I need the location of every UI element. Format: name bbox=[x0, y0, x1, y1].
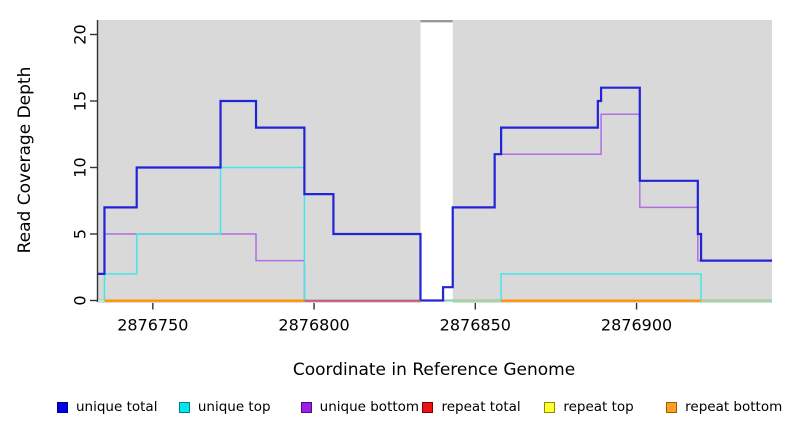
panel-background-left bbox=[98, 20, 421, 303]
coverage-plot-canvas: 0 5 10 15 20 2876750 2876800 2876850 2876900 bbox=[71, 20, 772, 335]
x-tick-label: 2876800 bbox=[278, 316, 349, 335]
x-axis-title: Coordinate in Reference Genome bbox=[292, 360, 576, 380]
y-tick-label: 0 bbox=[71, 295, 90, 305]
y-tick-label: 15 bbox=[71, 91, 90, 111]
series-unique-top-line bbox=[98, 166, 772, 302]
legend-item-repeat-bottom: repeat bottom bbox=[666, 399, 788, 415]
legend-item-repeat-total: repeat total bbox=[422, 399, 544, 415]
x-tick-label: 2876750 bbox=[117, 316, 188, 335]
legend-item-unique-bottom: unique bottom bbox=[300, 399, 423, 415]
repeat-total-swatch-icon bbox=[422, 401, 434, 413]
y-tick-label: 20 bbox=[71, 24, 90, 44]
legend-item-unique-total: unique total bbox=[57, 399, 179, 415]
legend-label: unique bottom bbox=[319, 399, 420, 415]
legend-label: repeat top bbox=[563, 399, 634, 415]
legend-item-repeat-top: repeat top bbox=[544, 399, 666, 415]
unique-top-swatch-icon bbox=[178, 401, 190, 413]
legend-label: unique top bbox=[197, 399, 271, 415]
y-axis-title: Read Coverage Depth bbox=[15, 66, 35, 254]
legend: unique total unique top unique bottom re… bbox=[57, 399, 788, 415]
x-tick-label: 2876850 bbox=[440, 316, 511, 335]
repeat-top-swatch-icon bbox=[544, 401, 556, 413]
x-tick-label: 2876900 bbox=[601, 316, 672, 335]
y-tick-label: 5 bbox=[71, 229, 90, 239]
repeat-bottom-swatch-icon bbox=[666, 401, 678, 413]
unique-bottom-swatch-icon bbox=[300, 401, 312, 413]
legend-item-unique-top: unique top bbox=[178, 399, 301, 415]
y-tick-label: 10 bbox=[71, 157, 90, 177]
legend-label: repeat bottom bbox=[685, 399, 783, 415]
panel-background-right bbox=[452, 20, 772, 303]
series-unique-total-line bbox=[98, 86, 772, 302]
unique-total-swatch-icon bbox=[57, 401, 68, 413]
legend-label: unique total bbox=[76, 399, 158, 415]
legend-label: repeat total bbox=[441, 399, 521, 415]
